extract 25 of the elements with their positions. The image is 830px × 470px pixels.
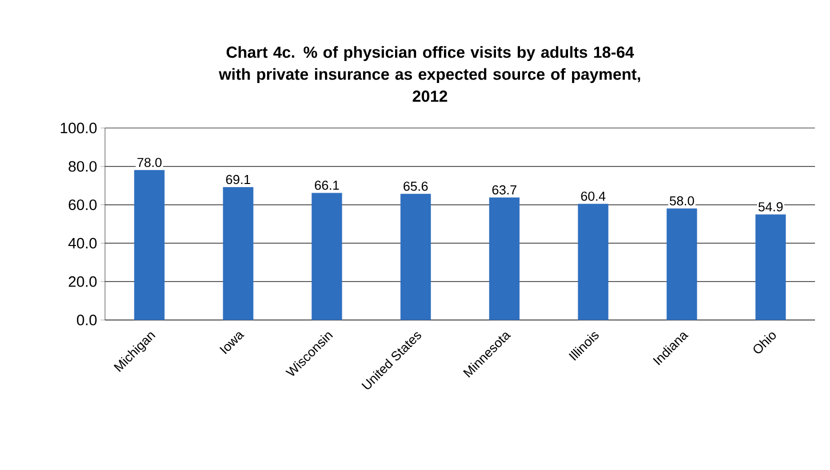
- y-tick-label: 0.0: [76, 314, 97, 326]
- y-tick-label: 60.0: [68, 199, 97, 210]
- data-label: 63.7: [492, 185, 516, 194]
- bar: [312, 192, 342, 320]
- bar: [666, 208, 698, 320]
- bar: [134, 170, 165, 320]
- x-tick-label: Iowa: [220, 332, 244, 354]
- y-tick-label: 20.0: [68, 276, 97, 287]
- y-tick-label: 80.0: [68, 161, 97, 172]
- bar: [222, 187, 254, 320]
- bar: [755, 214, 786, 320]
- data-label: 78.0: [137, 158, 162, 168]
- data-label: 66.1: [314, 180, 339, 190]
- x-tick-label: Ohio: [754, 332, 776, 354]
- data-label: 65.6: [404, 182, 428, 191]
- chart-title: Chart 4c. % of physician office visits by adults 18-64 with private insurance as expected source of payment, 2012: [218, 46, 640, 102]
- bar: [400, 194, 431, 320]
- y-tick-label: 40.0: [68, 238, 97, 248]
- bar: [578, 204, 608, 320]
- y-tick-label: 100.0: [60, 122, 97, 134]
- data-label: 60.4: [581, 192, 606, 201]
- data-label: 69.1: [226, 174, 250, 184]
- data-label: 58.0: [670, 196, 694, 206]
- data-label: 54.9: [758, 202, 783, 212]
- bar: [489, 197, 520, 320]
